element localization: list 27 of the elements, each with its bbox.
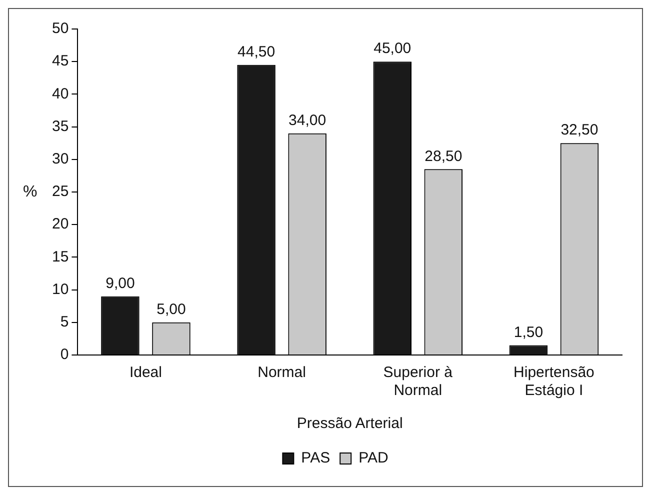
x-tick-label: Normal bbox=[258, 364, 306, 382]
legend-label: PAS bbox=[301, 450, 330, 467]
data-label: 34,00 bbox=[288, 112, 326, 129]
x-tick-label: Ideal bbox=[129, 364, 162, 382]
y-tick-label: 30 bbox=[52, 150, 69, 168]
data-label: 32,50 bbox=[560, 122, 598, 139]
y-tick-label: 40 bbox=[52, 85, 69, 102]
legend-label: PAD bbox=[358, 450, 388, 467]
y-tick-label: 25 bbox=[52, 183, 69, 200]
data-label: 45,00 bbox=[374, 40, 412, 58]
data-label: 9,00 bbox=[106, 274, 135, 292]
x-axis-title: Pressão Arterial bbox=[296, 415, 403, 432]
y-tick-label: 15 bbox=[52, 248, 69, 266]
data-label: 44,50 bbox=[238, 44, 276, 60]
y-tick-label: 0 bbox=[60, 346, 69, 364]
x-tick-label: Superior à Normal bbox=[383, 364, 454, 400]
y-tick-label: 50 bbox=[52, 20, 69, 38]
y-tick-label: 10 bbox=[52, 280, 69, 298]
data-label: 5,00 bbox=[156, 301, 186, 318]
data-label: 28,50 bbox=[424, 148, 462, 165]
x-tick-label: Hipertensão Estágio I bbox=[514, 364, 594, 400]
y-tick-label: 5 bbox=[60, 314, 69, 331]
y-axis-title: % bbox=[23, 183, 38, 200]
y-tick-label: 20 bbox=[52, 216, 69, 233]
y-tick-label: 35 bbox=[52, 118, 69, 135]
data-label: 1,50 bbox=[514, 324, 544, 341]
y-tick-label: 45 bbox=[52, 52, 69, 70]
